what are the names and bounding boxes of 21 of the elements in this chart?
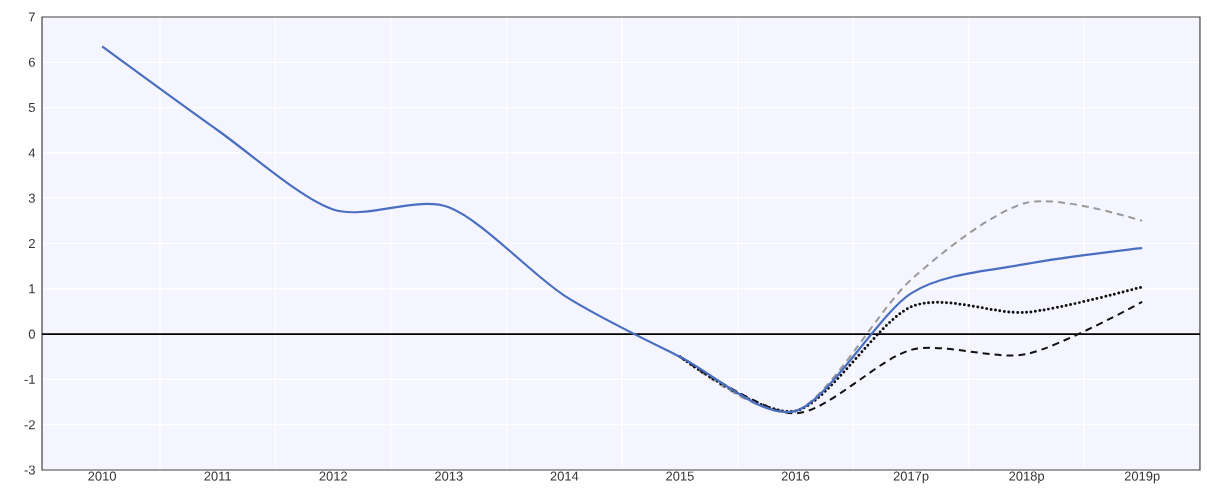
y-tick-label: 6 [28, 57, 35, 67]
y-tick-label: 5 [28, 103, 35, 113]
y-tick-label: 3 [28, 193, 35, 203]
y-tick-label: 0 [28, 329, 35, 339]
y-tick-label: 1 [29, 284, 35, 294]
y-tick-label: 7 [28, 12, 35, 22]
y-tick-label: 4 [28, 148, 36, 158]
x-tick-label: 2011 [204, 471, 231, 481]
x-tick-label: 2013 [435, 471, 463, 481]
y-tick-label: -3 [24, 465, 35, 475]
x-tick-label: 2018p [1009, 471, 1045, 484]
y-tick-label: 2 [28, 238, 35, 249]
x-tick-label: 2012 [319, 471, 347, 481]
x-tick-label: 2019p [1124, 471, 1160, 484]
x-tick-label: 2015 [666, 471, 694, 481]
x-tick-label: 2014 [550, 471, 579, 481]
x-tick-label: 2017p [893, 471, 929, 484]
y-tick-label: -1 [24, 374, 35, 384]
x-tick-label: 2016 [781, 471, 810, 481]
x-tick-label: 2010 [88, 471, 116, 481]
y-tick-label: -2 [24, 420, 35, 430]
